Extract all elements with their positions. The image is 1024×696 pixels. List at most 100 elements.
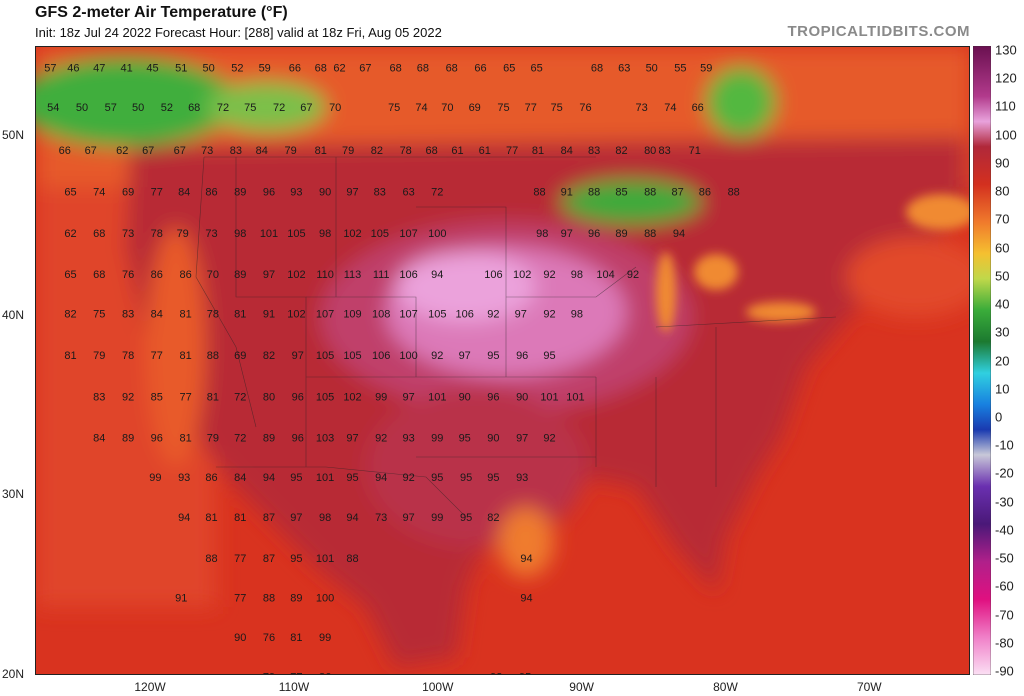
temp-value: 92 [543,433,555,445]
temp-value: 55 [674,63,686,75]
temp-value: 66 [474,63,486,75]
map-area[interactable]: 57 46 47 41 45 51 50 52 59 66 68 62 67 68 68 68 66 65 65 68… [35,46,970,675]
longitude-label: 70W [856,680,882,694]
longitude-label: 120W [134,680,166,694]
temp-value: 97 [516,433,528,445]
longitude-label: 100W [422,680,454,694]
temp-value: 81 [179,309,191,321]
temp-value: 98 [571,269,583,281]
temp-value: 105 [316,350,334,362]
temp-value: 89 [263,433,275,445]
temp-value: 86 [319,672,331,675]
temp-value: 105 [287,228,305,240]
temp-value: 62 [64,228,76,240]
temp-value: 107 [316,309,334,321]
temp-value: 51 [175,63,187,75]
colorbar-tick-label: 110 [995,98,1016,114]
temp-value: 88 [644,228,656,240]
temp-value: 81 [207,391,219,403]
temp-value: 96 [151,433,163,445]
temp-value: 68 [425,145,437,157]
temperature-labels: 57 46 47 41 45 51 50 52 59 66 68 62 67 68 68 68 66 65 65 68… [44,63,740,675]
temp-value: 86 [179,269,191,281]
temp-value: 92 [543,309,555,321]
temp-value: 67 [174,145,186,157]
colorbar-tick-label: 0 [995,409,1003,425]
temp-value: 89 [615,228,627,240]
temp-value: 96 [292,433,304,445]
temp-value: 92 [487,309,499,321]
temp-value: 91 [175,593,187,605]
temp-value: 70 [207,269,219,281]
temp-value: 41 [120,63,132,75]
temp-value: 59 [259,63,271,75]
colorbar-tick-label: 100 [995,127,1017,143]
temp-value: 77 [290,672,302,675]
temp-value: 105 [371,228,389,240]
temp-value: 79 [342,145,354,157]
temp-value: 97 [346,433,358,445]
temp-value: 93 [402,433,414,445]
temp-value: 81 [179,433,191,445]
temp-value: 75 [497,102,509,114]
temp-value: 91 [561,187,573,199]
temp-value: 110 [316,269,334,281]
temp-value: 47 [93,63,105,75]
temp-value: 82 [64,309,76,321]
colorbar [973,46,991,675]
temp-value: 94 [346,512,358,524]
temp-value: 67 [300,102,312,114]
temp-value: 96 [487,391,499,403]
temp-value: 72 [234,433,246,445]
temp-value: 67 [85,145,97,157]
latitude-label: 20N [2,667,25,681]
temp-value: 62 [333,63,345,75]
temp-value: 81 [234,309,246,321]
temp-value: 100 [399,350,417,362]
temp-value: 88 [533,187,545,199]
colorbar-tick-label: -60 [995,578,1014,594]
temp-value: 83 [122,309,134,321]
temp-value: 96 [516,350,528,362]
temp-value: 68 [188,102,200,114]
watermark: TROPICALTIDBITS.COM [787,23,970,40]
temp-value: 98 [536,228,548,240]
temp-value: 92 [375,433,387,445]
temp-value: 101 [260,228,278,240]
temp-value: 109 [343,309,361,321]
temp-value: 74 [415,102,427,114]
temp-value: 94 [431,269,443,281]
temp-value: 108 [372,309,390,321]
colorbar-tick-label: -30 [995,494,1014,510]
temp-value: 89 [234,187,246,199]
temp-value: 90 [516,391,528,403]
temp-value: 84 [93,433,105,445]
temp-value: 101 [428,391,446,403]
temp-value: 82 [371,145,383,157]
colorbar-tick-label: 20 [995,353,1010,368]
temp-value: 93 [178,472,190,484]
temp-value: 77 [151,187,163,199]
state-borders [195,156,837,518]
temp-value: 99 [375,391,387,403]
temp-value: 95 [290,472,302,484]
colorbar-tick-label: -40 [995,522,1014,538]
temp-value: 88 [263,593,275,605]
temp-value: 82 [263,350,275,362]
temp-value: 81 [315,145,327,157]
colorbar-tick-label: 80 [995,183,1010,199]
temp-value: 77 [151,350,163,362]
temp-value: 93 [290,187,302,199]
temp-value: 94 [375,472,387,484]
temp-value: 97 [459,350,471,362]
temp-value: 88 [588,187,600,199]
temp-value: 84 [234,472,246,484]
temp-value: 95 [346,472,358,484]
temp-value: 85 [151,391,163,403]
temp-value: 73 [122,228,134,240]
temp-value: 79 [263,672,275,675]
temp-value: 74 [664,102,676,114]
temp-value: 83 [588,145,600,157]
temp-value: 74 [93,187,105,199]
colorbar-tick-label: 50 [995,268,1010,284]
